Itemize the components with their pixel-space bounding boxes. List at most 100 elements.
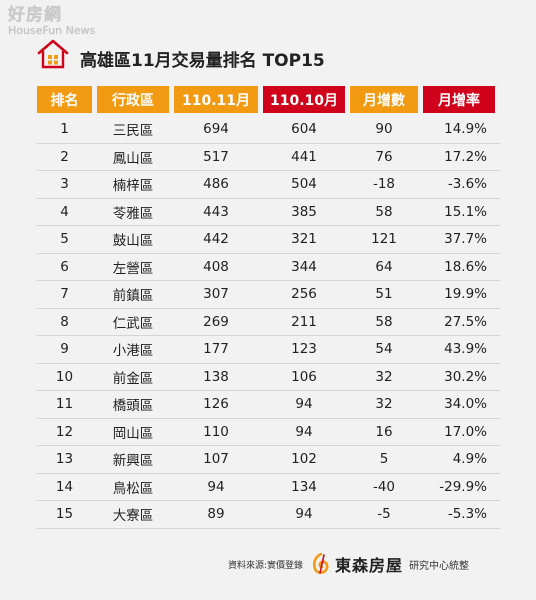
cell-nov-volume: 269 (203, 313, 229, 330)
cell-nov-volume: 89 (207, 506, 225, 523)
ranking-table: 排名 行政區 110.11月 110.10月 月增數 月增率 1 三民區 694 60… (37, 86, 500, 529)
cell-nov-volume: 408 (203, 258, 229, 275)
watermark-en: HouseFun News (8, 23, 96, 37)
table-row: 7 前鎮區 307 256 51 19.9% (37, 281, 500, 309)
brand-logo-icon (313, 553, 329, 574)
title-bar: 高雄區11月交易量排名 TOP15 (36, 34, 506, 74)
table-header: 排名 行政區 110.11月 110.10月 月增數 月增率 (37, 86, 500, 113)
cell-district: 前鎮區 (112, 288, 154, 305)
cell-monthly-rate: -29.9% (439, 478, 487, 495)
cell-monthly-rate: 17.0% (444, 423, 487, 440)
cell-rank: 14 (55, 478, 74, 495)
cell-rank: 11 (55, 396, 74, 413)
footer: 資料來源:實價登錄 東森房屋 研究中心統整 (228, 550, 518, 578)
cell-oct-volume: 344 (291, 258, 317, 275)
cell-monthly-change: 58 (375, 203, 393, 220)
cell-oct-volume: 441 (291, 148, 317, 165)
header-district: 行政區 (97, 86, 169, 113)
table-row: 14 鳥松區 94 134 -40 -29.9% (37, 474, 500, 501)
table-row: 15 大寮區 89 94 -5 -5.3% (37, 501, 500, 529)
cell-nov-volume: 307 (203, 286, 229, 303)
cell-oct-volume: 94 (295, 396, 313, 413)
cell-monthly-change: 90 (375, 121, 393, 138)
cell-district: 小港區 (112, 343, 154, 360)
table-row: 11 橋頭區 126 94 32 34.0% (37, 391, 500, 419)
table-row: 10 前金區 138 106 32 30.2% (37, 364, 500, 391)
cell-rank: 6 (60, 258, 69, 275)
cell-district: 橋頭區 (112, 398, 154, 415)
cell-oct-volume: 94 (295, 423, 313, 440)
cell-rank: 3 (60, 176, 69, 193)
cell-district: 仁武區 (112, 315, 154, 332)
cell-monthly-rate: -5.3% (447, 506, 487, 523)
table-row: 1 三民區 694 604 90 14.9% (37, 116, 500, 144)
header-oct: 110.10月 (263, 86, 345, 113)
cell-district: 左營區 (112, 260, 154, 277)
brand-name: 東森房屋 (335, 556, 404, 575)
cell-monthly-change: 51 (375, 286, 393, 303)
cell-monthly-rate: 34.0% (444, 396, 487, 413)
cell-oct-volume: 504 (291, 176, 317, 193)
cell-monthly-change: 121 (371, 231, 397, 248)
cell-oct-volume: 321 (291, 231, 317, 248)
cell-monthly-change: -5 (377, 506, 391, 523)
header-monthly-change: 月增數 (350, 86, 418, 113)
table-row: 4 苓雅區 443 385 58 15.1% (37, 199, 500, 226)
cell-oct-volume: 604 (291, 121, 317, 138)
cell-monthly-rate: 43.9% (444, 341, 487, 358)
cell-monthly-rate: 4.9% (452, 451, 487, 468)
table-row: 5 鼓山區 442 321 121 37.7% (37, 226, 500, 254)
cell-nov-volume: 694 (203, 121, 229, 138)
cell-monthly-change: 54 (375, 341, 393, 358)
cell-oct-volume: 211 (291, 313, 317, 330)
cell-rank: 7 (60, 286, 69, 303)
cell-nov-volume: 177 (203, 341, 229, 358)
cell-district: 苓雅區 (112, 205, 154, 222)
cell-nov-volume: 442 (203, 231, 229, 248)
cell-rank: 8 (60, 313, 69, 330)
table-row: 12 岡山區 110 94 16 17.0% (37, 419, 500, 446)
cell-rank: 15 (55, 506, 74, 523)
header-monthly-rate: 月增率 (423, 86, 495, 113)
cell-rank: 4 (60, 203, 69, 220)
cell-nov-volume: 486 (203, 176, 229, 193)
page-title: 高雄區11月交易量排名 TOP15 (80, 50, 325, 71)
cell-district: 新興區 (112, 453, 154, 470)
cell-monthly-rate: 30.2% (444, 368, 487, 385)
header-nov: 110.11月 (174, 86, 258, 113)
cell-monthly-change: 58 (375, 313, 393, 330)
cell-district: 大寮區 (112, 508, 154, 525)
cell-rank: 13 (55, 451, 74, 468)
table-row: 6 左營區 408 344 64 18.6% (37, 254, 500, 281)
cell-nov-volume: 94 (207, 478, 225, 495)
cell-nov-volume: 517 (203, 148, 229, 165)
cell-district: 岡山區 (112, 425, 154, 442)
cell-oct-volume: 256 (291, 286, 317, 303)
cell-monthly-change: 16 (375, 423, 393, 440)
cell-monthly-rate: 27.5% (444, 313, 487, 330)
cell-oct-volume: 134 (291, 478, 317, 495)
table-body: 1 三民區 694 604 90 14.9% 2 鳳山區 517 441 76 17.2% 3 楠梓區 48… (37, 116, 500, 529)
source-note: 資料來源:實價登錄 (228, 560, 304, 571)
cell-monthly-rate: 14.9% (444, 121, 487, 138)
cell-rank: 2 (60, 148, 69, 165)
cell-monthly-rate: 37.7% (444, 231, 487, 248)
cell-monthly-change: 32 (375, 368, 393, 385)
cell-district: 前金區 (112, 370, 154, 387)
cell-nov-volume: 126 (203, 396, 229, 413)
cell-rank: 10 (55, 368, 74, 385)
cell-nov-volume: 107 (203, 451, 229, 468)
table-row: 2 鳳山區 517 441 76 17.2% (37, 144, 500, 171)
cell-nov-volume: 110 (203, 423, 229, 440)
watermark: 好房網 HouseFun News (8, 6, 95, 37)
cell-monthly-rate: 15.1% (444, 203, 487, 220)
compiled-note: 研究中心統整 (409, 560, 470, 572)
house-icon (37, 39, 69, 69)
table-row: 8 仁武區 269 211 58 27.5% (37, 309, 500, 336)
cell-oct-volume: 123 (291, 341, 317, 358)
cell-monthly-change: 64 (375, 258, 393, 275)
cell-district: 楠梓區 (112, 178, 154, 195)
table-row: 3 楠梓區 486 504 -18 -3.6% (37, 171, 500, 199)
cell-rank: 9 (60, 341, 69, 358)
cell-oct-volume: 106 (291, 368, 317, 385)
